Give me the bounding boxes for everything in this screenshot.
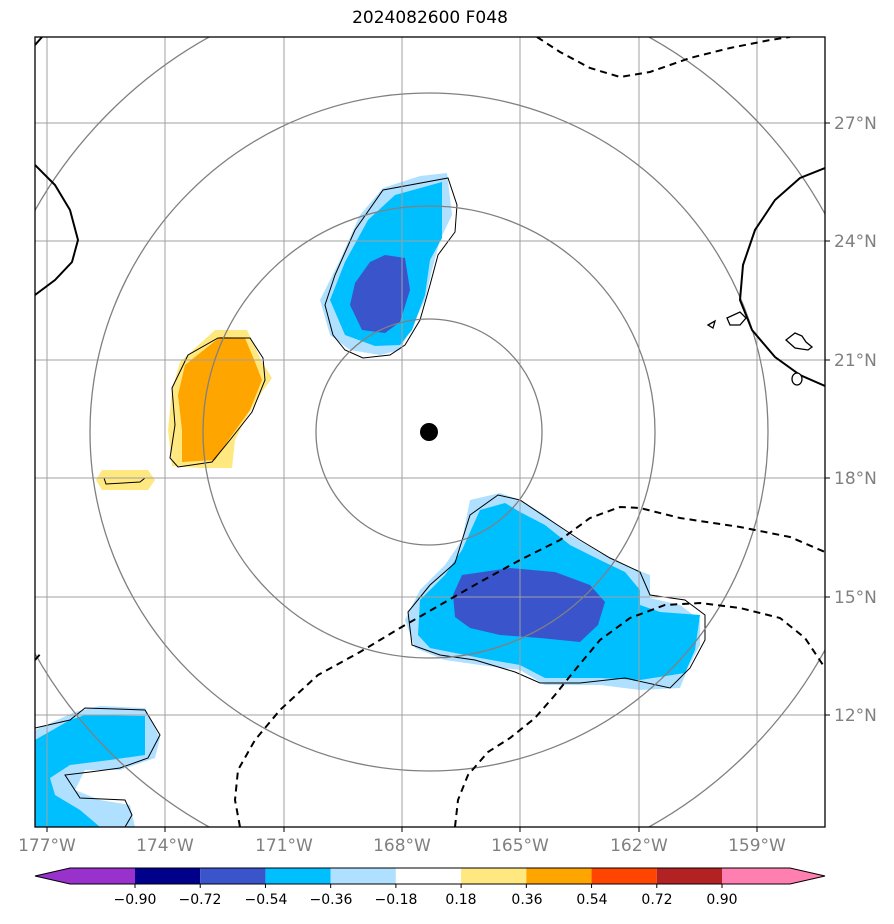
- colorbar-label: 0.54: [576, 892, 607, 908]
- gridlines: [35, 37, 825, 827]
- dashed-contours: [35, 37, 825, 827]
- colorbar-label: −0.90: [114, 892, 157, 908]
- negative-anomaly-southwest: [35, 706, 161, 827]
- island-outlines: [706, 311, 814, 386]
- colorbar-segment: [526, 868, 592, 884]
- storm-center-marker: [420, 423, 438, 441]
- colorbar-segments: [35, 868, 825, 884]
- lat-label: 12°N: [834, 706, 877, 726]
- lon-label: 174°W: [136, 836, 194, 856]
- colorbar-label: −0.54: [245, 892, 288, 908]
- colorbar-segment: [200, 868, 266, 884]
- colorbar-labels: −0.90 −0.72 −0.54 −0.36 −0.18 0.18 0.36 …: [114, 892, 738, 908]
- colorbar-label: 0.36: [511, 892, 542, 908]
- colorbar-label: −0.18: [375, 892, 418, 908]
- colorbar-segment: [70, 868, 135, 884]
- colorbar: −0.90 −0.72 −0.54 −0.36 −0.18 0.18 0.36 …: [34, 867, 826, 908]
- outline: [324, 177, 458, 359]
- outline: [407, 494, 706, 689]
- map-title: 2024082600 F048: [352, 8, 508, 28]
- colorbar-label: −0.72: [179, 892, 222, 908]
- lat-label: 15°N: [834, 588, 877, 608]
- solid-contours: [35, 37, 825, 387]
- tick-marks: [46, 122, 830, 832]
- colorbar-segment: [591, 868, 657, 884]
- colorbar-label: −0.36: [310, 892, 353, 908]
- colorbar-label: 0.72: [641, 892, 672, 908]
- colorbar-label: 0.90: [706, 892, 737, 908]
- lon-label: 159°W: [728, 836, 786, 856]
- outline: [169, 337, 266, 468]
- colorbar-segment: [395, 868, 462, 884]
- map-frame: [34, 36, 826, 828]
- range-rings: [35, 37, 825, 827]
- colorbar-extend-high: [790, 868, 825, 884]
- map-area: [35, 37, 825, 827]
- colorbar-outline: [34, 867, 826, 885]
- island-hawaii: [791, 372, 803, 386]
- colorbar-segment: [135, 868, 201, 884]
- negative-anomaly-south: [405, 493, 706, 690]
- negative-anomaly-north: [320, 173, 458, 359]
- lat-label: 24°N: [834, 232, 877, 252]
- colorbar-segment: [461, 868, 527, 884]
- positive-anomaly-west: [96, 330, 272, 490]
- shade-dark-blue: [350, 255, 410, 333]
- longitude-labels: 177°W 174°W 171°W 168°W 165°W 162°W 159°…: [18, 836, 786, 856]
- colorbar-segment: [265, 868, 331, 884]
- outline: [35, 707, 161, 827]
- island-oahu: [726, 311, 747, 326]
- shade-orange: [178, 337, 262, 462]
- lon-label: 165°W: [491, 836, 549, 856]
- colorbar-segment: [330, 868, 396, 884]
- colorbar-segment: [722, 868, 790, 884]
- lat-label: 27°N: [834, 114, 877, 134]
- lat-label: 18°N: [834, 469, 877, 489]
- lat-label: 21°N: [834, 351, 877, 371]
- latitude-labels: 27°N 24°N 21°N 18°N 15°N 12°N: [834, 114, 877, 726]
- colorbar-extend-low: [35, 868, 70, 884]
- lon-label: 177°W: [18, 836, 76, 856]
- island-kauai: [706, 319, 717, 329]
- lon-label: 162°W: [610, 836, 668, 856]
- shade-blue: [35, 715, 145, 827]
- shade-light-yellow-small: [96, 470, 155, 490]
- colorbar-label: 0.18: [445, 892, 476, 908]
- lon-label: 171°W: [255, 836, 313, 856]
- island-maui-molokai: [784, 332, 814, 351]
- colorbar-ticks: [134, 884, 723, 888]
- colorbar-segment: [656, 868, 722, 884]
- lon-label: 168°W: [373, 836, 431, 856]
- shade-dark-blue: [453, 568, 605, 642]
